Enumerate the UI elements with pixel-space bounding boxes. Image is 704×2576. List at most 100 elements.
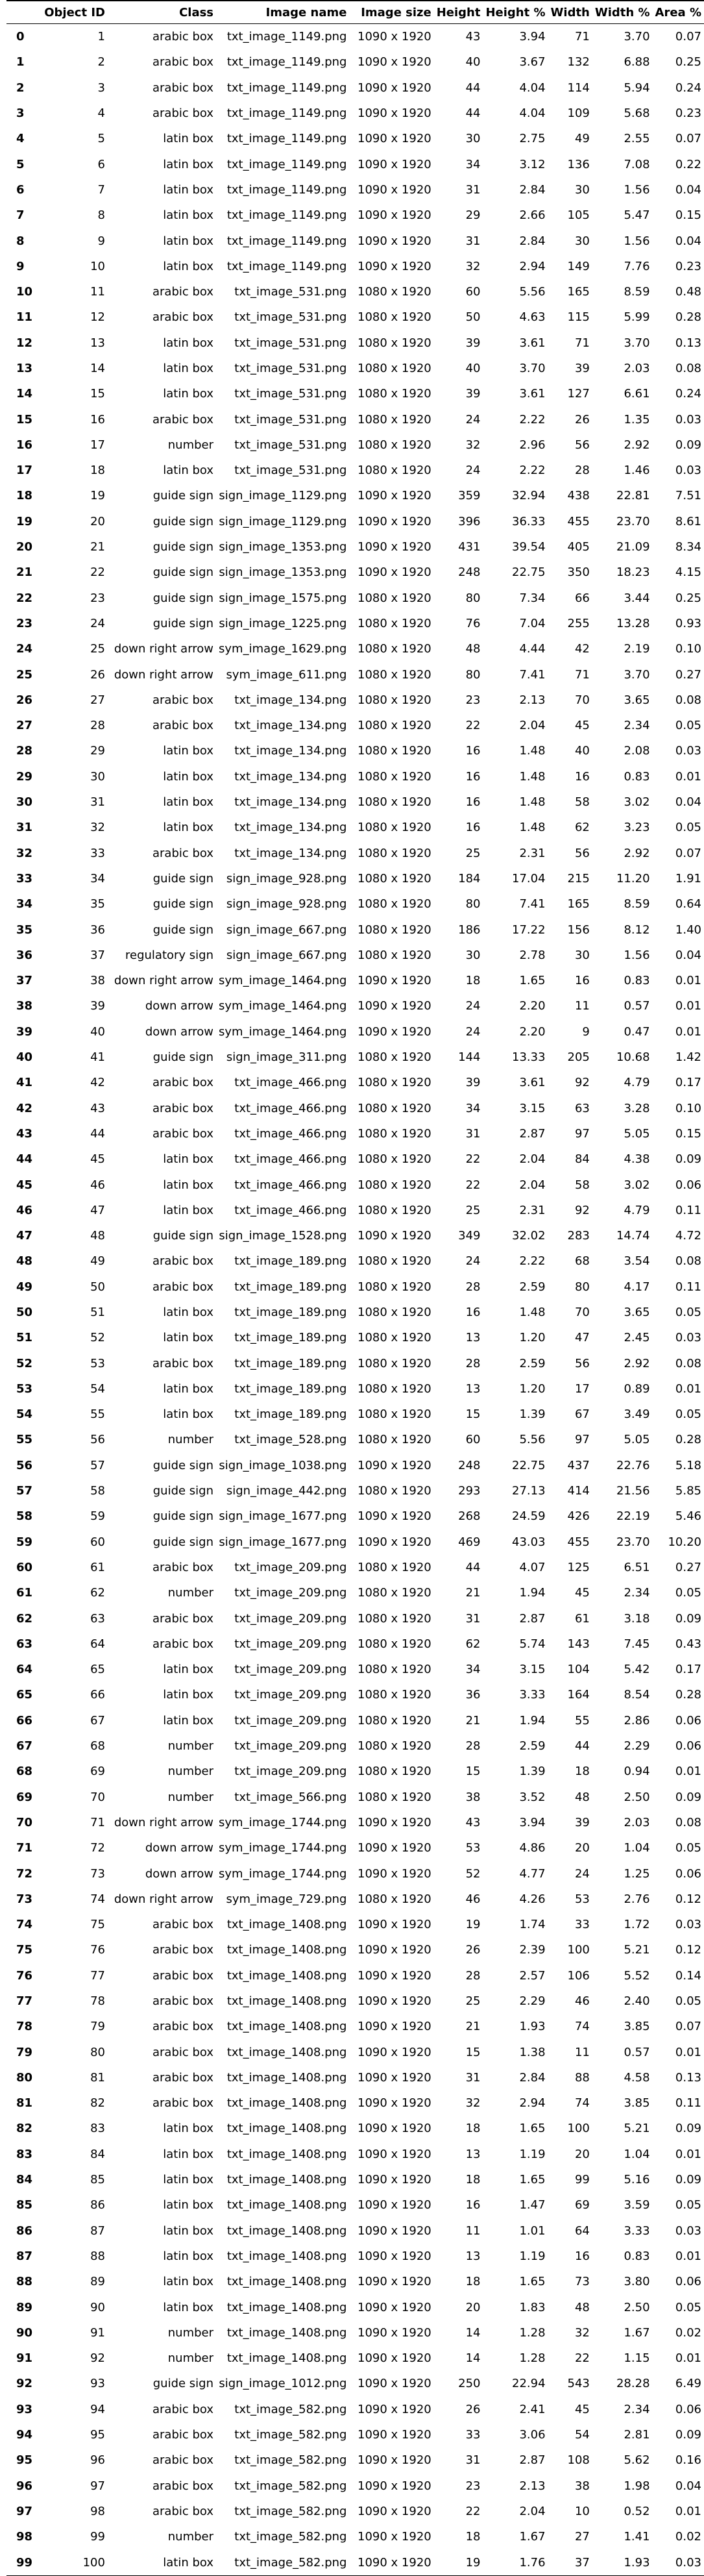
table-cell: 59 [90, 1509, 105, 1524]
table-cell: 61 [90, 1560, 105, 1574]
table-cell: 2.13 [519, 693, 546, 707]
table-row: 26 27 arabic box txt_image_134.png 1080 x 19… [6, 687, 704, 713]
table-cell: sign_image_667.png [226, 948, 347, 962]
table-cell: 1090 x 1920 [358, 157, 431, 171]
table-cell: 58 [574, 795, 590, 810]
table-cell: 8.59 [624, 285, 650, 299]
table-cell: 50 [465, 310, 481, 325]
table-cell: 3.70 [624, 667, 650, 682]
table-cell: 2 [97, 55, 105, 69]
table-cell: 97 [574, 1433, 590, 1447]
table-cell: 1090 x 1920 [358, 999, 431, 1013]
table-cell: 1.01 [519, 2223, 546, 2238]
row-index: 31 [16, 821, 33, 835]
row-index: 32 [16, 846, 33, 860]
table-row: 79 80 arabic box txt_image_1408.png 1090 x 1… [6, 2039, 704, 2064]
table-cell: 23.70 [616, 514, 650, 528]
table-cell: 43 [465, 30, 481, 44]
table-cell: 1080 x 1920 [358, 1126, 431, 1141]
table-cell: arabic box [152, 1637, 214, 1651]
table-cell: 80 [465, 897, 481, 911]
table-cell: 14.74 [616, 1229, 650, 1243]
table-cell: 7.41 [519, 667, 546, 682]
table-cell: 1090 x 1920 [358, 2504, 431, 2518]
table-cell: 0.05 [675, 719, 701, 733]
table-cell: 30 [574, 182, 590, 197]
table-cell: 5.52 [624, 1968, 650, 1983]
table-cell: 90 [90, 2300, 105, 2314]
table-cell: 1.98 [624, 2479, 650, 2493]
table-cell: 1090 x 1920 [358, 540, 431, 554]
table-cell: arabic box [152, 1611, 214, 1626]
table-cell: 0.07 [675, 30, 701, 44]
table-cell: 2.92 [624, 846, 650, 860]
table-cell: 9 [97, 234, 105, 248]
table-cell: 2.75 [519, 132, 546, 146]
table-cell: 97 [574, 1126, 590, 1141]
table-cell: 0.03 [675, 412, 701, 427]
table-cell: 1080 x 1920 [358, 1203, 431, 1217]
table-cell: 3.80 [624, 2275, 650, 2289]
table-cell: txt_image_1149.png [226, 80, 347, 95]
table-cell: txt_image_1408.png [226, 2070, 347, 2085]
table-cell: 27 [574, 2530, 590, 2544]
table-cell: 1080 x 1920 [358, 871, 431, 886]
table-cell: 56 [574, 438, 590, 452]
table-cell: 1080 x 1920 [358, 1790, 431, 1804]
table-cell: 105 [567, 208, 590, 223]
table-cell: 24 [465, 1254, 481, 1269]
table-cell: 0.05 [675, 2198, 701, 2212]
row-index: 74 [16, 1918, 33, 1932]
table-cell: 0.05 [675, 1407, 701, 1422]
row-index: 55 [16, 1433, 33, 1447]
table-cell: 186 [458, 923, 481, 937]
table-cell: 84 [574, 1152, 590, 1167]
table-cell: 1080 x 1920 [358, 897, 431, 911]
table-cell: arabic box [152, 1101, 214, 1115]
table-row: 44 45 latin box txt_image_466.png 1080 x 192… [6, 1146, 704, 1172]
table-row: 78 79 arabic box txt_image_1408.png 1090 x 1… [6, 2014, 704, 2039]
table-cell: 80 [465, 591, 481, 605]
table-cell: 414 [567, 1484, 590, 1498]
row-index: 95 [16, 2453, 33, 2468]
table-cell: 11 [574, 2045, 590, 2059]
table-cell: 2.96 [519, 438, 546, 452]
table-cell: 2.59 [519, 1739, 546, 1753]
table-cell: 1.56 [624, 234, 650, 248]
table-cell: 205 [567, 1050, 590, 1065]
table-cell: 1.94 [519, 1586, 546, 1600]
row-index: 88 [16, 2275, 33, 2289]
table-cell: 89 [90, 2275, 105, 2289]
table-cell: 49 [574, 132, 590, 146]
table-cell: latin box [163, 464, 214, 478]
table-cell: 0.04 [675, 795, 701, 810]
table-row: 1 2 arabic box txt_image_1149.png 1090 x 192… [6, 49, 704, 75]
table-cell: 0.01 [675, 2249, 701, 2263]
table-cell: 68 [90, 1739, 105, 1753]
row-index: 53 [16, 1381, 33, 1396]
table-cell: 3.65 [624, 1305, 650, 1319]
table-cell: 53 [465, 1841, 481, 1855]
row-index: 26 [16, 693, 33, 707]
table-cell: latin box [163, 259, 214, 273]
table-cell: 19 [465, 1918, 481, 1932]
table-cell: latin box [163, 2122, 214, 2136]
table-cell: txt_image_466.png [234, 1076, 347, 1090]
row-index: 99 [6, 2549, 42, 2576]
table-cell: 2.34 [624, 2402, 650, 2416]
table-cell: 0.23 [675, 259, 701, 273]
table-cell: 64 [90, 1637, 105, 1651]
table-cell: 1080 x 1920 [358, 846, 431, 860]
table-cell: latin box [163, 387, 214, 401]
table-cell: 4.15 [675, 565, 701, 580]
table-cell: txt_image_134.png [234, 744, 347, 758]
table-cell: 0.83 [624, 974, 650, 988]
table-cell: 1080 x 1920 [358, 1280, 431, 1294]
table-cell: 16 [465, 1305, 481, 1319]
row-index: 29 [16, 769, 33, 784]
table-row: 17 18 latin box txt_image_531.png 1080 x 192… [6, 458, 704, 483]
table-cell: sym_image_1464.png [219, 974, 347, 988]
table-cell: 1.40 [675, 923, 701, 937]
table-row: 18 19 guide sign sign_image_1129.png 1090 x … [6, 483, 704, 508]
table-cell: 5.18 [675, 1458, 701, 1472]
